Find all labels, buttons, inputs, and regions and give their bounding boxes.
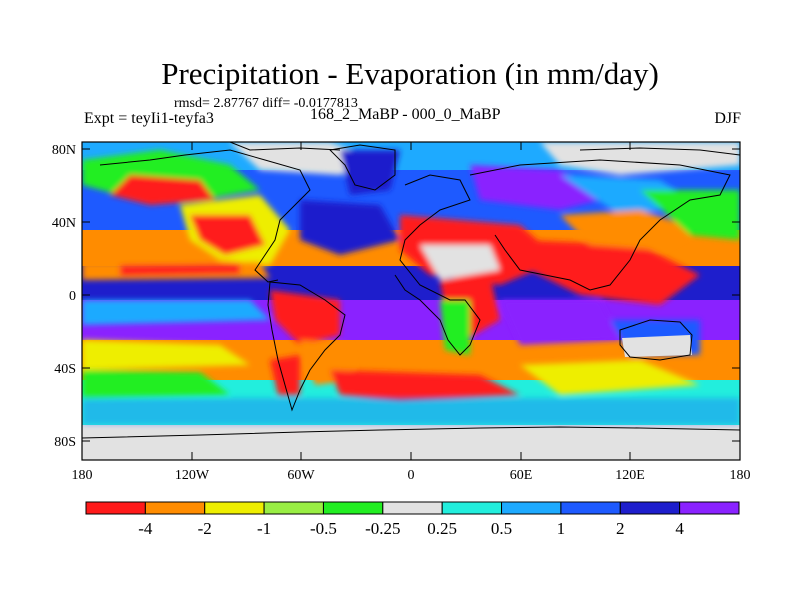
colorbar-box (619, 501, 681, 515)
coast-greenland (328, 144, 396, 191)
blob-sa-red-south (270, 355, 300, 395)
lat-label-80n: 80N (52, 143, 76, 158)
blob-sa-red (270, 290, 340, 345)
colorbar-label: 4 (675, 519, 684, 538)
coast-eurasia (469, 159, 731, 291)
colorbar-box (322, 501, 384, 515)
coast-north-america (99, 149, 311, 283)
coast-australia (619, 319, 693, 361)
experiment-label: Expt = teyIi1-teyfa3 (84, 110, 214, 127)
colorbar-box (382, 501, 443, 515)
blob-so-yellow (82, 340, 250, 370)
blob-asia-orange (560, 210, 700, 250)
blob-eq-pacific-red (120, 264, 240, 276)
colorbar-box (204, 501, 265, 515)
colorbar-box (441, 501, 503, 515)
blob-so-yellow-2 (520, 360, 700, 395)
colorbar-box (560, 501, 621, 515)
coast-arctic-2 (579, 147, 740, 156)
blob-eq-pacific-lightblue (82, 300, 270, 325)
colorbar-label: -4 (138, 519, 153, 538)
colorbar-box (501, 501, 562, 515)
colorbar-label: -0.25 (365, 519, 400, 538)
colorbar-label: 0.25 (427, 519, 457, 538)
period-label: 168_2_MaBP - 000_0_MaBP (310, 106, 501, 123)
plot-title: Precipitation - Evaporation (in mm/day) (161, 56, 659, 91)
rmsd-diff-stats: rmsd= 2.87767 diff= -0.0177813 (174, 96, 358, 111)
colorbar-label: -0.5 (310, 519, 337, 538)
lat-label-0: 0 (69, 289, 76, 304)
colorbar-label: -2 (198, 519, 212, 538)
coast-antarctica (82, 426, 740, 439)
blob-pacific-north-green (640, 190, 740, 240)
coast-arctic (229, 142, 341, 151)
colorbar-box (679, 501, 740, 515)
colorbar-label: 2 (616, 519, 625, 538)
land-antarctica (82, 428, 740, 460)
colorbar-box (85, 501, 146, 515)
lat-label-40s: 40S (54, 362, 76, 377)
colorbar-box (263, 501, 324, 515)
lon-label-120w: 120W (175, 468, 210, 483)
blob-antarctic-blue (82, 398, 740, 425)
blob-nh-red-1 (110, 175, 215, 205)
pme-field (82, 142, 740, 460)
coastlines (82, 142, 740, 439)
lat-axis (82, 148, 740, 442)
lon-label-60e: 60E (510, 468, 533, 483)
coast-europe-africa (394, 174, 481, 356)
land-australia-grey (622, 335, 692, 357)
lon-label-0: 0 (408, 468, 415, 483)
colorbar-label: 0.5 (491, 519, 512, 538)
blob-na-red (190, 215, 265, 255)
lon-label-180w: 180 (72, 468, 93, 483)
lon-axis (81, 142, 741, 460)
colorbar-label: 1 (557, 519, 566, 538)
blob-nh-purple (470, 165, 620, 210)
lat-label-40n: 40N (52, 216, 76, 231)
blob-greenland-blue (340, 150, 400, 195)
lat-label-80s: 80S (54, 435, 76, 450)
blob-so-red (330, 370, 520, 400)
blob-asia-red (520, 240, 700, 305)
lon-label-120e: 120E (615, 468, 645, 483)
blob-africa-green (440, 300, 470, 355)
blob-so-green (82, 370, 230, 398)
coast-south-america (267, 281, 346, 412)
season-label: DJF (714, 110, 741, 127)
colorbar-box (144, 501, 206, 515)
lon-label-180e: 180 (730, 468, 751, 483)
blob-indian-purple (500, 300, 620, 345)
blob-sahara-grey (420, 245, 500, 280)
blob-atlantic-blue (300, 200, 400, 255)
lon-label-60w: 60W (287, 468, 315, 483)
colorbar-label: -1 (257, 519, 271, 538)
colorbar: -4 -2 -1 -0.5 -0.25 0.25 0.5 1 2 4 (85, 501, 740, 538)
